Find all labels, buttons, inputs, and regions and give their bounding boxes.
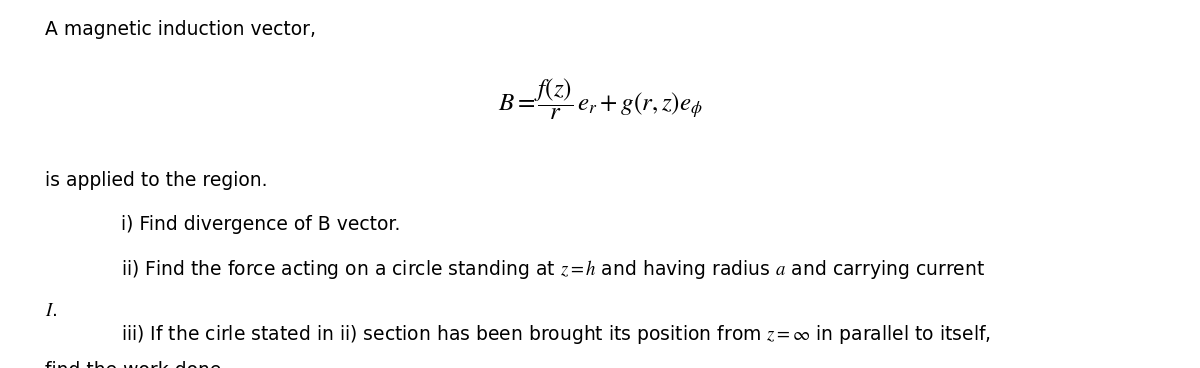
Text: iii) If the cirle stated in ii) section has been brought its position from $z = : iii) If the cirle stated in ii) section …: [121, 323, 991, 346]
Text: find the work done.: find the work done.: [44, 361, 227, 368]
Text: i) Find divergence of B vector.: i) Find divergence of B vector.: [121, 215, 401, 234]
Text: $\mathit{B} = \dfrac{f(z)}{r}\,e_r + g(r,z)e_\phi$: $\mathit{B} = \dfrac{f(z)}{r}\,e_r + g(r…: [498, 76, 702, 122]
Text: ii) Find the force acting on a circle standing at $z = h$ and having radius $a$ : ii) Find the force acting on a circle st…: [121, 258, 985, 281]
Text: A magnetic induction vector,: A magnetic induction vector,: [44, 20, 316, 39]
Text: is applied to the region.: is applied to the region.: [44, 171, 268, 190]
Text: $I$.: $I$.: [44, 301, 58, 320]
